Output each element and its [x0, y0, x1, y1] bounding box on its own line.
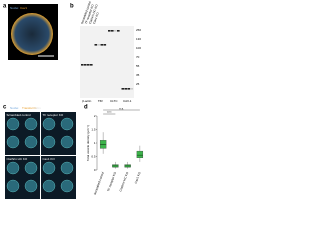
channel: Nuclei	[10, 6, 19, 10]
annotation: ****	[107, 110, 113, 114]
group-label: β-actin	[82, 99, 91, 103]
cell	[24, 117, 38, 131]
x-tick-label: Scrambled control	[93, 171, 105, 195]
cell	[60, 117, 74, 131]
panel-label: a	[3, 4, 7, 10]
cell	[11, 13, 53, 55]
image-label: Scrambled control	[7, 113, 32, 117]
channel: Actin	[34, 106, 41, 110]
band	[87, 64, 90, 66]
figure: a Nuclei Cav1 b c Scrambled control TF re…	[3, 0, 144, 199]
y-tick-label: 0.5	[91, 154, 96, 158]
image-label: TF receptor KO	[43, 113, 64, 117]
panel-label: c	[3, 105, 7, 111]
cell	[60, 179, 74, 193]
cell	[24, 179, 38, 193]
band	[121, 88, 125, 90]
cell	[6, 179, 20, 193]
group-label: TfR	[98, 99, 104, 103]
band	[100, 44, 104, 46]
cell	[6, 161, 20, 175]
marker-label: 130	[136, 37, 141, 41]
band	[114, 30, 117, 32]
channel: Cav1	[20, 6, 27, 10]
y-tick-label: 0	[94, 168, 96, 172]
marker-label: 250	[136, 28, 141, 32]
band	[124, 88, 128, 90]
box	[136, 150, 144, 159]
cell	[6, 135, 20, 149]
band	[117, 30, 120, 32]
y-tick-label: 1.5	[91, 127, 96, 131]
cell	[42, 135, 56, 149]
group-label: CAV-1	[123, 99, 132, 103]
band	[108, 30, 111, 32]
y-axis-label: Total vesicle density (µm⁻²)	[86, 125, 90, 161]
cell	[60, 135, 74, 149]
cell	[24, 161, 38, 175]
band	[97, 44, 101, 46]
image-grid: Scrambled control TF receptor KO Clathrin …	[5, 112, 76, 199]
cell	[60, 161, 74, 175]
marker-label: 55	[136, 64, 140, 68]
lane-label: TF receptor KO	[84, 3, 95, 24]
cell	[42, 161, 56, 175]
lane-label: Clathrin HC KO	[88, 3, 99, 24]
group-label: CLTC	[110, 99, 118, 103]
band	[130, 88, 134, 90]
band	[90, 64, 93, 66]
band	[81, 64, 84, 66]
cell	[42, 179, 56, 193]
band	[94, 44, 98, 46]
band	[127, 88, 131, 90]
channel: Transferrin	[22, 106, 37, 110]
band	[111, 30, 114, 32]
annotation: n.s.	[119, 106, 124, 110]
lane-label: Cav1 KO	[92, 11, 100, 24]
blot	[80, 26, 134, 98]
channel: Nuclei	[10, 106, 19, 110]
panel-label: b	[70, 4, 74, 10]
marker-label: 100	[136, 46, 141, 50]
panel-label: d	[84, 105, 88, 111]
marker-label: 25	[136, 82, 140, 86]
marker-label: 35	[136, 73, 140, 77]
y-tick-label: 1	[94, 141, 96, 145]
x-tick-label: Cav1 KO	[134, 171, 142, 184]
image-label: Clathrin HC KO	[7, 157, 28, 161]
cell	[42, 117, 56, 131]
x-tick-label: TF receptor KO	[106, 171, 117, 192]
band	[103, 44, 107, 46]
y-tick-label: 2	[94, 114, 96, 118]
cell	[24, 135, 38, 149]
marker-label: 70	[136, 55, 140, 59]
cell	[6, 117, 20, 131]
band	[84, 64, 87, 66]
image-label: Cav1 KO	[43, 157, 56, 161]
x-tick-label: Clathrin HC KO	[118, 171, 129, 192]
